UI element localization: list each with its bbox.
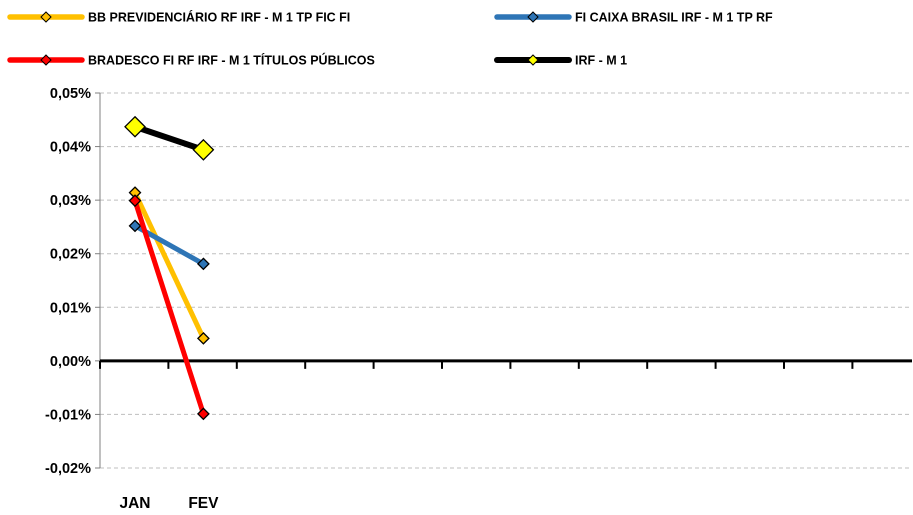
legend-swatch-marker	[40, 11, 52, 23]
data-point-marker	[196, 407, 210, 421]
legend-item: IRF - M 1	[494, 54, 627, 68]
data-point-marker	[196, 257, 210, 271]
legend-item: FI CAIXA BRASIL IRF - M 1 TP RF	[494, 11, 773, 25]
series-3	[124, 115, 215, 161]
y-tick-label: 0,02%	[50, 247, 91, 263]
data-point-marker	[124, 115, 146, 138]
legend: BB PREVIDENCIÁRIO RF IRF - M 1 TP FIC FI…	[7, 10, 773, 68]
y-tick-label: 0,00%	[50, 354, 91, 370]
y-tick-label: -0,02%	[45, 461, 91, 477]
legend-label: FI CAIXA BRASIL IRF - M 1 TP RF	[575, 11, 773, 25]
y-tick-label: -0,01%	[45, 407, 91, 423]
legend-item: BB PREVIDENCIÁRIO RF IRF - M 1 TP FIC FI	[7, 10, 350, 25]
gridlines	[100, 92, 912, 469]
series-lines	[124, 115, 215, 421]
legend-swatch-marker	[40, 54, 52, 66]
series-line	[132, 190, 206, 341]
data-point-marker	[128, 194, 142, 208]
x-category-label: FEV	[188, 495, 219, 512]
data-point-marker	[128, 219, 142, 233]
x-category-label: JAN	[119, 495, 150, 512]
legend-swatch-marker	[527, 54, 539, 66]
data-point-marker	[192, 138, 215, 161]
series-2	[128, 194, 210, 421]
legend-label: BRADESCO FI RF IRF - M 1 TÍTULOS PÚBLICO…	[88, 53, 375, 68]
legend-item: BRADESCO FI RF IRF - M 1 TÍTULOS PÚBLICO…	[7, 53, 375, 68]
y-tick-label: 0,04%	[50, 140, 91, 156]
legend-label: IRF - M 1	[575, 54, 627, 68]
series-line	[132, 198, 206, 417]
y-tick-label: 0,03%	[50, 193, 91, 209]
legend-label: BB PREVIDENCIÁRIO RF IRF - M 1 TP FIC FI	[88, 10, 350, 25]
series-0	[128, 186, 210, 345]
y-tick-label: 0,01%	[50, 300, 91, 316]
series-line	[132, 123, 207, 153]
axes: 0,05% 0,04% 0,03% 0,02% 0,01% 0,00% -0,01% -0,0…	[45, 86, 912, 512]
y-tick-label: 0,05%	[50, 86, 91, 102]
data-point-marker	[196, 331, 210, 345]
legend-swatch-marker	[527, 11, 539, 23]
